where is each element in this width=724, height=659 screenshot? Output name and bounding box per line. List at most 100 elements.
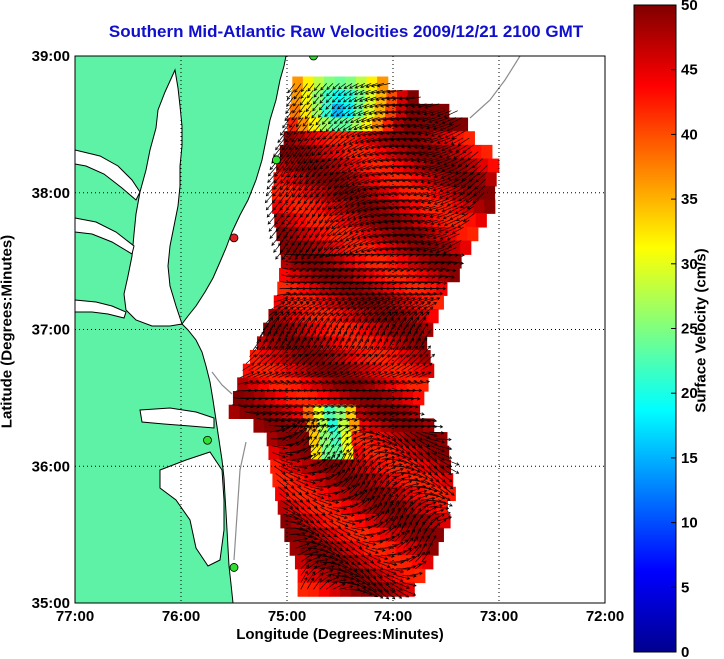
colorbar-tick-label: 35 <box>681 191 698 208</box>
velocity-arrow <box>326 506 340 513</box>
velocity-arrow <box>344 185 358 194</box>
velocity-arrow <box>329 240 341 250</box>
velocity-cell <box>427 308 439 324</box>
velocity-arrow <box>276 226 287 240</box>
velocity-cell <box>300 308 312 324</box>
velocity-arrow <box>284 110 293 122</box>
velocity-arrow <box>360 137 375 144</box>
velocity-arrow <box>380 480 390 494</box>
velocity-arrow <box>395 488 405 501</box>
velocity-cell <box>453 131 465 146</box>
velocity-arrow <box>282 117 291 129</box>
velocity-arrow <box>395 206 411 210</box>
velocity-arrow <box>294 507 307 517</box>
velocity-arrow <box>360 117 374 123</box>
velocity-arrow <box>269 317 280 330</box>
velocity-arrow <box>360 253 375 257</box>
velocity-arrow <box>448 144 462 152</box>
velocity-arrow <box>300 527 315 535</box>
velocity-arrow <box>276 158 286 171</box>
velocity-arrow <box>355 447 366 460</box>
velocity-arrow <box>315 151 326 163</box>
velocity-arrow <box>407 185 422 190</box>
velocity-arrow <box>316 312 327 323</box>
velocity-arrow <box>370 83 384 88</box>
velocity-arrow <box>362 233 377 240</box>
velocity-arrow <box>441 267 457 273</box>
velocity-arrow <box>293 96 301 107</box>
velocity-arrow <box>369 185 384 191</box>
velocity-arrow <box>340 130 351 139</box>
velocity-arrow <box>370 346 380 358</box>
velocity-arrow <box>287 83 296 94</box>
velocity-arrow <box>429 137 445 144</box>
velocity-arrow <box>334 171 347 182</box>
velocity-arrow <box>317 451 325 460</box>
velocity-arrow <box>364 240 379 246</box>
velocity-arrow <box>436 511 451 515</box>
velocity-arrow <box>292 144 303 158</box>
velocity-arrow <box>355 324 364 337</box>
velocity-cell <box>322 514 334 529</box>
velocity-arrow <box>442 212 456 220</box>
velocity-arrow <box>408 165 424 170</box>
velocity-arrow <box>412 311 424 323</box>
velocity-arrow <box>356 185 371 192</box>
velocity-cell <box>347 527 360 543</box>
velocity-arrow <box>319 465 334 474</box>
velocity-cell <box>300 377 312 392</box>
velocity-arrow <box>400 124 416 128</box>
velocity-arrow <box>402 556 416 563</box>
velocity-cell <box>397 254 409 269</box>
velocity-cell <box>438 240 451 255</box>
velocity-cell <box>242 363 255 378</box>
velocity-arrow <box>349 448 357 460</box>
velocity-cell <box>337 322 349 337</box>
velocity-arrow <box>350 362 364 371</box>
velocity-arrow <box>396 137 413 142</box>
velocity-arrow <box>410 502 421 515</box>
velocity-cell <box>420 473 433 488</box>
velocity-cell <box>289 445 301 461</box>
velocity-arrow <box>300 89 308 99</box>
velocity-arrow <box>292 178 302 192</box>
velocity-arrow <box>311 493 325 500</box>
velocity-arrow <box>430 219 445 226</box>
velocity-arrow <box>419 459 431 469</box>
velocity-arrow <box>312 458 326 467</box>
velocity-arrow <box>424 445 438 454</box>
velocity-cell <box>310 445 323 461</box>
velocity-cell <box>354 240 366 255</box>
velocity-arrow <box>394 199 409 203</box>
velocity-arrow <box>429 438 446 444</box>
velocity-arrow <box>345 575 360 583</box>
velocity-cell <box>332 103 344 119</box>
velocity-arrow <box>325 124 334 133</box>
velocity-arrow <box>441 117 456 125</box>
velocity-arrow <box>454 171 468 181</box>
velocity-cell <box>353 445 365 461</box>
velocity-arrow <box>275 472 287 482</box>
velocity-cell <box>310 308 323 324</box>
velocity-arrow <box>317 493 332 498</box>
velocity-arrow <box>314 380 329 385</box>
velocity-cell <box>374 541 386 556</box>
velocity-arrow <box>345 178 359 187</box>
velocity-arrow <box>352 500 365 508</box>
velocity-arrow <box>335 397 351 401</box>
velocity-arrow <box>341 370 357 378</box>
velocity-arrow <box>410 226 426 231</box>
velocity-arrow <box>421 472 434 481</box>
velocity-arrow <box>354 301 368 310</box>
velocity-arrow <box>444 130 459 139</box>
velocity-arrow <box>436 158 452 165</box>
velocity-arrow <box>328 302 342 310</box>
velocity-arrow <box>399 323 409 337</box>
velocity-arrow <box>409 330 418 344</box>
velocity-arrow <box>299 500 312 510</box>
velocity-arrow <box>433 171 449 179</box>
velocity-arrow <box>363 345 374 358</box>
velocity-arrow <box>334 206 347 216</box>
velocity-cell <box>390 295 402 310</box>
velocity-arrow <box>298 185 308 198</box>
